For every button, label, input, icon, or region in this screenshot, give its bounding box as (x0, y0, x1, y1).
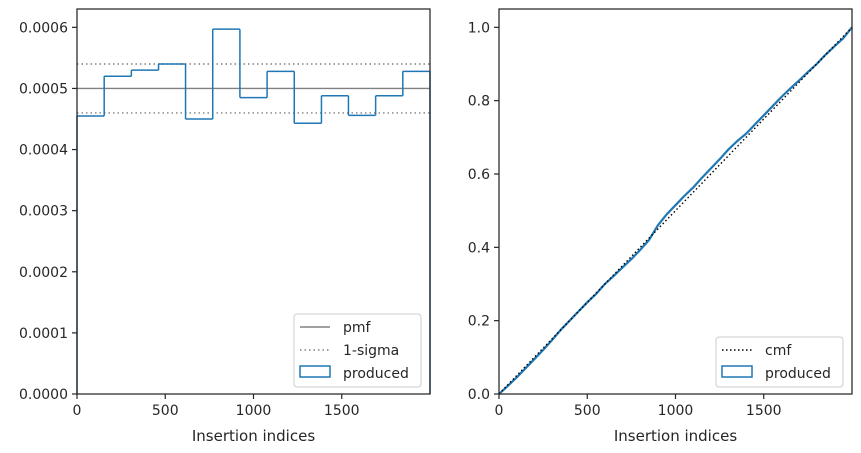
y-tick-label: 0.0000 (19, 387, 68, 403)
x-axis-label: Insertion indices (614, 427, 737, 445)
legend-produced-label: produced (343, 366, 409, 382)
legend-produced-swatch (721, 365, 753, 378)
legend-cmf-label: cmf (765, 343, 792, 359)
legend-pmf-label: pmf (343, 320, 372, 336)
y-tick-label: 0.4 (468, 240, 490, 256)
legend-frame (293, 313, 422, 388)
y-tick-label: 0.0005 (19, 81, 68, 97)
x-tick-label: 1500 (746, 403, 782, 419)
x-tick-label: 500 (152, 403, 179, 419)
legend: cmf produced (715, 336, 844, 388)
y-tick-label: 0.0006 (19, 20, 68, 36)
y-tick-label: 1.0 (468, 20, 490, 36)
legend-sigma-label: 1-sigma (343, 343, 399, 359)
pmf-chart: 0 500 1000 1500 0.0000 0.0001 0.0002 0.0003 0.0… (19, 8, 431, 445)
legend: pmf 1-sigma produced (293, 313, 422, 388)
cmf-line (498, 26, 853, 395)
plot-area (499, 9, 852, 394)
y-tick-label: 0.6 (468, 167, 490, 183)
cmf-chart: 0 500 1000 1500 0.0 0.2 0.4 0.6 0.8 1.0 Insertio… (468, 8, 853, 445)
y-tick-label: 0.0001 (19, 326, 68, 342)
x-tick-label: 0 (495, 403, 504, 419)
x-axis-label: Insertion indices (192, 427, 315, 445)
y-tick-label: 0.0004 (19, 143, 68, 159)
x-tick-label: 0 (73, 403, 82, 419)
y-tick-label: 0.0003 (19, 204, 68, 220)
y-tick-label: 0.8 (468, 94, 490, 110)
legend-produced-label: produced (765, 366, 831, 382)
y-tick-label: 0.0002 (19, 265, 68, 281)
x-tick-label: 1500 (324, 403, 360, 419)
legend-produced-swatch (299, 365, 331, 378)
x-tick-label: 1000 (236, 403, 272, 419)
legend-frame (715, 336, 844, 388)
y-tick-label: 0.2 (468, 314, 490, 330)
x-tick-label: 500 (574, 403, 601, 419)
x-tick-label: 1000 (658, 403, 694, 419)
y-tick-label: 0.0 (468, 387, 490, 403)
